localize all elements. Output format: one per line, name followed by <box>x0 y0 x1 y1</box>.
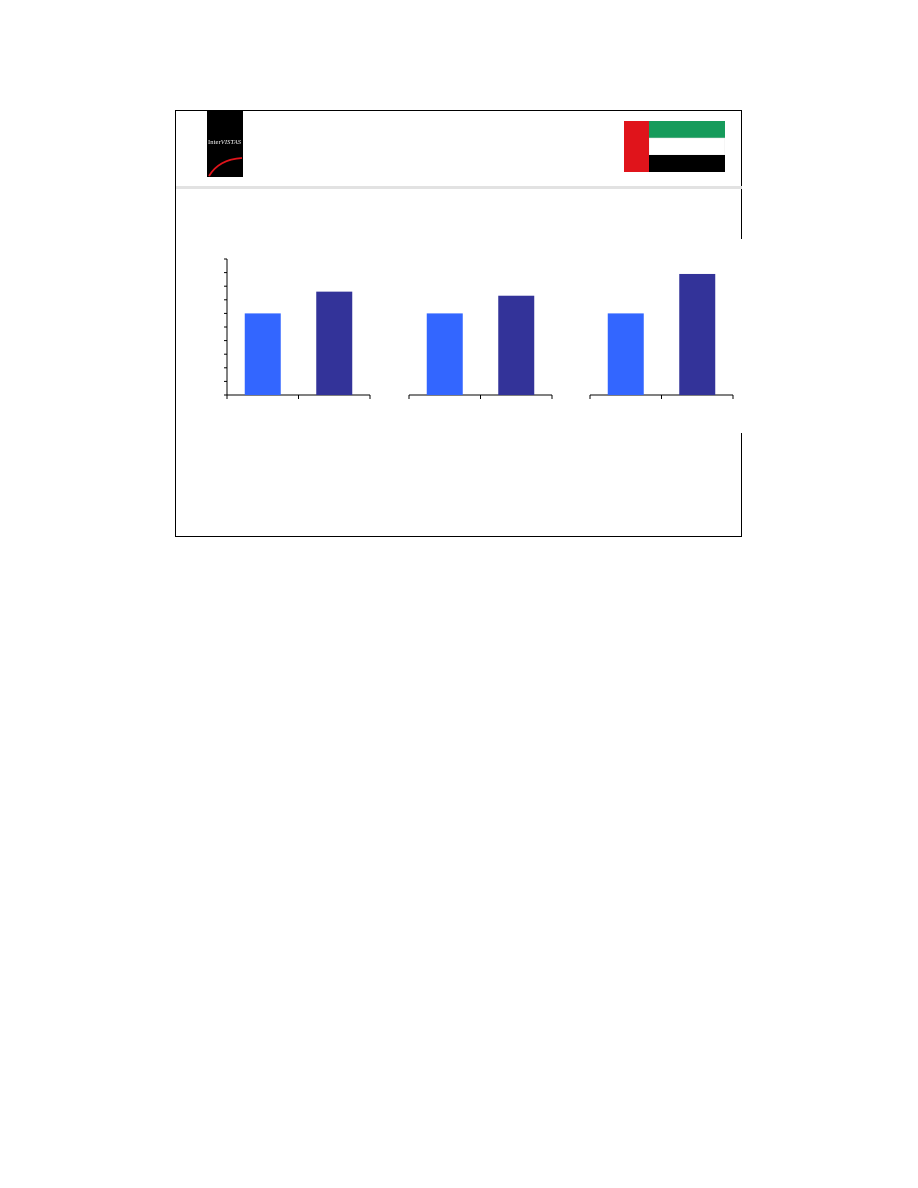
flag-red-band <box>624 121 649 172</box>
logo-text-italic: VISTAS <box>220 139 242 146</box>
logo-wordmark: InterVISTAS <box>208 139 241 146</box>
logo-swoosh-icon <box>208 157 243 177</box>
bar-dark <box>679 273 716 395</box>
logo-text-prefix: Inter <box>208 139 221 146</box>
bar-light <box>244 313 281 395</box>
header-divider <box>176 186 742 189</box>
border-gap <box>739 239 745 433</box>
bar-dark <box>316 291 353 395</box>
bar-dark <box>498 295 535 395</box>
intervistas-logo: InterVISTAS <box>207 111 243 177</box>
uae-flag-icon <box>624 121 725 172</box>
bar-chart <box>224 258 734 399</box>
flag-green-stripe <box>649 121 725 138</box>
flag-black-stripe <box>649 155 725 172</box>
bar-light <box>607 313 644 395</box>
slide-frame: InterVISTAS <box>175 110 745 537</box>
bar-light <box>426 313 463 395</box>
